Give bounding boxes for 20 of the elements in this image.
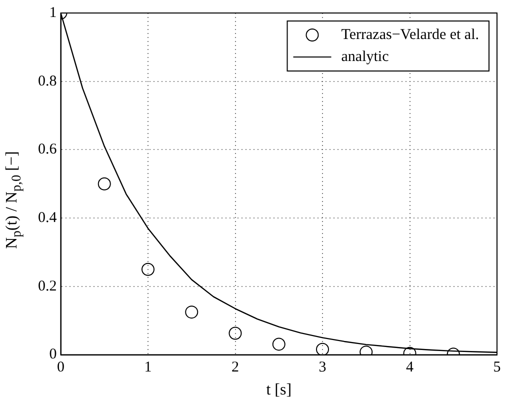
legend-label: Terrazas−Velarde et al.	[341, 26, 480, 43]
x-tick-label: 2	[232, 360, 239, 376]
x-tick-label: 5	[493, 360, 501, 376]
point	[98, 177, 111, 190]
y-tick-label: 0.6	[38, 142, 58, 158]
point	[228, 326, 242, 340]
x-tick-label: 1	[144, 360, 152, 376]
point	[316, 342, 329, 355]
point	[272, 338, 286, 351]
y-tick-label: 0.4	[38, 210, 58, 226]
y-tick-label: 1	[49, 4, 57, 21]
point	[185, 306, 198, 319]
point	[142, 262, 154, 276]
legend-label: analytic	[341, 48, 390, 65]
y-tick-label: 0.8	[38, 73, 57, 90]
x-tick-label: 3	[318, 360, 326, 376]
x-tick-label: 4	[406, 360, 414, 376]
y-tick-label: 0.2	[38, 278, 57, 294]
y-tick-label: 0	[49, 346, 57, 363]
x-axis-title: t [s]	[266, 382, 292, 399]
